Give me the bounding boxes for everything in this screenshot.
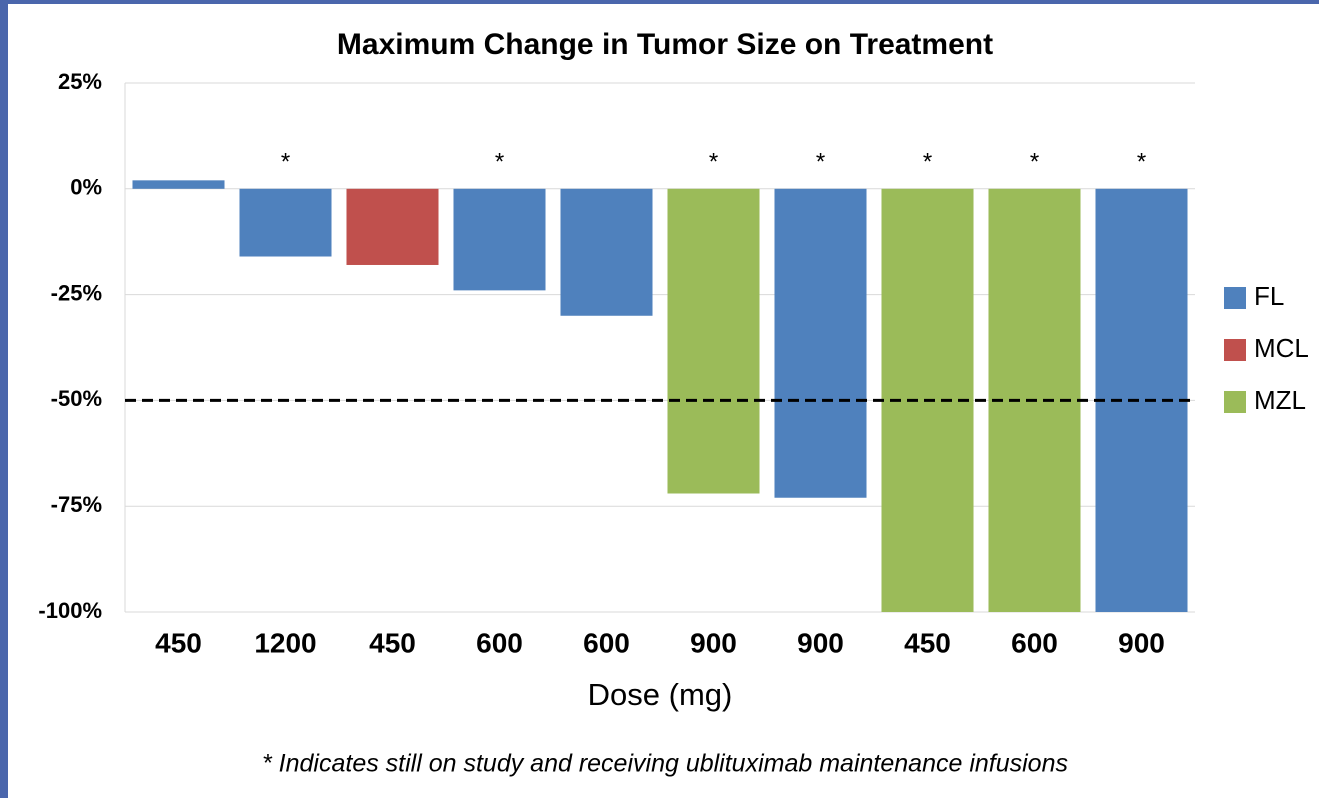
footnote: * Indicates still on study and receiving… — [262, 750, 1068, 778]
left-border — [0, 0, 8, 798]
x-tick-label: 600 — [1011, 627, 1058, 658]
bar — [1095, 188, 1188, 613]
x-tick-label: 600 — [476, 627, 523, 658]
top-border — [0, 0, 1319, 4]
x-tick-label: 900 — [1118, 627, 1165, 658]
annotation: * — [923, 148, 932, 175]
bar — [453, 188, 546, 291]
annotation: * — [709, 148, 718, 175]
bar — [346, 188, 439, 265]
annotation: * — [281, 148, 290, 175]
y-tick-label: 0% — [70, 175, 102, 200]
bar — [239, 188, 332, 257]
legend-swatch — [1224, 339, 1246, 361]
y-tick-label: -50% — [51, 386, 102, 411]
legend-swatch — [1224, 287, 1246, 309]
x-axis-label: Dose (mg) — [588, 677, 733, 712]
x-tick-label: 1200 — [254, 627, 316, 658]
x-tick-label: 450 — [904, 627, 951, 658]
y-tick-label: 25% — [58, 69, 102, 94]
annotation: * — [1137, 148, 1146, 175]
legend-label: MCL — [1254, 333, 1309, 363]
x-tick-label: 900 — [797, 627, 844, 658]
y-tick-label: -25% — [51, 280, 102, 305]
x-tick-label: 450 — [369, 627, 416, 658]
bar — [774, 188, 867, 498]
legend-swatch — [1224, 391, 1246, 413]
bar — [132, 180, 225, 189]
legend-label: FL — [1254, 281, 1284, 311]
x-tick-label: 450 — [155, 627, 202, 658]
y-tick-label: -100% — [38, 598, 102, 623]
annotation: * — [1030, 148, 1039, 175]
y-tick-label: -75% — [51, 492, 102, 517]
bar — [667, 188, 760, 494]
x-tick-label: 900 — [690, 627, 737, 658]
x-tick-label: 600 — [583, 627, 630, 658]
chart-title: Maximum Change in Tumor Size on Treatmen… — [337, 28, 993, 61]
legend-label: MZL — [1254, 385, 1306, 415]
bar — [560, 188, 653, 316]
annotation: * — [495, 148, 504, 175]
annotation: * — [816, 148, 825, 175]
